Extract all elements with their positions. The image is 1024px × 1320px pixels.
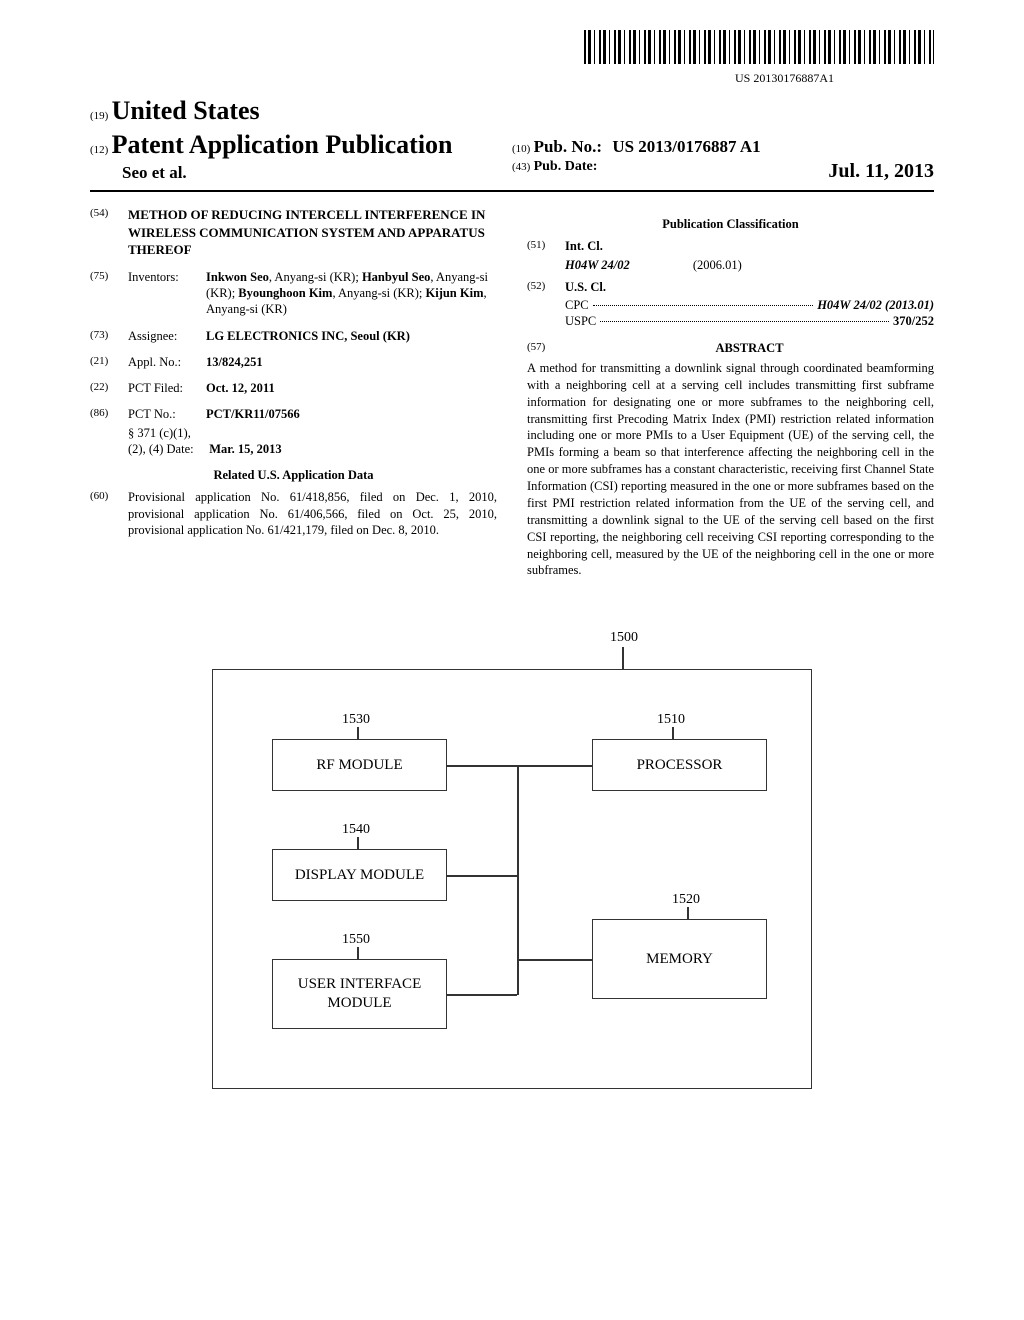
- pctno-num: (86): [90, 406, 128, 422]
- pub-no: US 2013/0176887 A1: [612, 137, 760, 156]
- provisional-num: (60): [90, 489, 128, 538]
- block-diagram: 1500 1530 RF MODULE 1540 DISPLAY MODULE …: [202, 629, 822, 1099]
- ref-1550: 1550: [342, 931, 370, 949]
- pctfiled-num: (22): [90, 380, 128, 396]
- provisional-text: Provisional application No. 61/418,856, …: [128, 489, 497, 538]
- ref-1520: 1520: [672, 891, 700, 909]
- inventors-num: (75): [90, 269, 128, 318]
- pub-type-line: (12) Patent Application Publication: [90, 128, 512, 162]
- abstract-num: (57): [527, 340, 565, 356]
- abstract-head-row: (57) ABSTRACT: [527, 340, 934, 356]
- block-display: DISPLAY MODULE: [272, 849, 447, 901]
- intcl-date: (2006.01): [693, 258, 742, 272]
- conn-rf: [447, 765, 517, 767]
- country-num: (19): [90, 110, 108, 122]
- conn-proc: [517, 765, 592, 767]
- left-column: (54) METHOD OF REDUCING INTERCELL INTERF…: [90, 206, 497, 579]
- assignee-row: (73) Assignee: LG ELECTRONICS INC, Seoul…: [90, 328, 497, 344]
- related-heading: Related U.S. Application Data: [90, 467, 497, 483]
- s371-date-label: (2), (4) Date:: [128, 442, 194, 456]
- block-rf: RF MODULE: [272, 739, 447, 791]
- ref-1540: 1540: [342, 821, 370, 839]
- block-ui: USER INTERFACE MODULE: [272, 959, 447, 1029]
- barcode-graphic: [584, 30, 934, 64]
- pctfiled-row: (22) PCT Filed: Oct. 12, 2011: [90, 380, 497, 396]
- s371-date: Mar. 15, 2013: [209, 442, 281, 456]
- assignee-label: Assignee:: [128, 328, 206, 344]
- inventors-val: Inkwon Seo, Anyang-si (KR); Hanbyul Seo,…: [206, 269, 497, 318]
- intcl-row: (51) Int. Cl.: [527, 238, 934, 254]
- uspc-label: USPC: [565, 313, 596, 329]
- block-processor: PROCESSOR: [592, 739, 767, 791]
- provisional-row: (60) Provisional application No. 61/418,…: [90, 489, 497, 538]
- s371-block: § 371 (c)(1), (2), (4) Date: Mar. 15, 20…: [90, 425, 497, 458]
- intcl-code-row: H04W 24/02 (2006.01): [527, 257, 934, 273]
- pub-type-num: (12): [90, 144, 108, 156]
- pub-no-label: Pub. No.:: [534, 137, 602, 156]
- uspc-row: USPC 370/252: [527, 313, 934, 329]
- block-memory: MEMORY: [592, 919, 767, 999]
- intcl-label: Int. Cl.: [565, 238, 603, 254]
- intcl-num: (51): [527, 238, 565, 254]
- pub-date-label: Pub. Date:: [534, 159, 598, 174]
- ref-1500: 1500: [610, 629, 638, 647]
- barcode-region: US 20130176887A1: [90, 30, 934, 86]
- ref-1530: 1530: [342, 711, 370, 729]
- cpc-label: CPC: [565, 297, 589, 313]
- applno-label: Appl. No.:: [128, 354, 206, 370]
- cpc-row: CPC H04W 24/02 (2013.01): [527, 297, 934, 313]
- applno-num: (21): [90, 354, 128, 370]
- conn-display: [447, 875, 517, 877]
- assignee-val: LG ELECTRONICS INC, Seoul (KR): [206, 328, 497, 344]
- pub-date: Jul. 11, 2013: [828, 158, 934, 184]
- country-line: (19) United States: [90, 94, 512, 128]
- pub-date-line: (43) Pub. Date: Jul. 11, 2013: [512, 158, 934, 184]
- abstract-label: ABSTRACT: [565, 340, 934, 356]
- title-num: (54): [90, 206, 128, 259]
- authors-line: Seo et al.: [90, 162, 512, 184]
- figure-region: 1500 1530 RF MODULE 1540 DISPLAY MODULE …: [90, 629, 934, 1099]
- pctno-label: PCT No.:: [128, 406, 206, 422]
- title-row: (54) METHOD OF REDUCING INTERCELL INTERF…: [90, 206, 497, 259]
- patent-title: METHOD OF REDUCING INTERCELL INTERFERENC…: [128, 206, 497, 259]
- ref-1510: 1510: [657, 711, 685, 729]
- barcode-text: US 20130176887A1: [90, 71, 934, 87]
- classification-heading: Publication Classification: [527, 216, 934, 232]
- pub-no-num: (10): [512, 143, 530, 155]
- bus-spine: [517, 765, 519, 995]
- body-columns: (54) METHOD OF REDUCING INTERCELL INTERF…: [90, 206, 934, 579]
- inventor-2: Hanbyul Seo: [362, 270, 430, 284]
- pctfiled-val: Oct. 12, 2011: [206, 380, 497, 396]
- inventors-row: (75) Inventors: Inkwon Seo, Anyang-si (K…: [90, 269, 497, 318]
- header-section: (19) United States (12) Patent Applicati…: [90, 94, 934, 192]
- pub-no-line: (10) Pub. No.: US 2013/0176887 A1: [512, 136, 934, 158]
- pub-type: Patent Application Publication: [112, 130, 453, 159]
- applno-val: 13/824,251: [206, 354, 497, 370]
- assignee-num: (73): [90, 328, 128, 344]
- abstract-text: A method for transmitting a downlink sig…: [527, 360, 934, 579]
- inventors-label: Inventors:: [128, 269, 206, 318]
- right-column: Publication Classification (51) Int. Cl.…: [527, 206, 934, 579]
- cpc-val: H04W 24/02 (2013.01): [817, 297, 934, 313]
- uspc-val: 370/252: [893, 313, 934, 329]
- intcl-code: H04W 24/02: [565, 258, 630, 272]
- inventor-3: Byounghoon Kim: [238, 286, 332, 300]
- inventor-4: Kijun Kim: [426, 286, 484, 300]
- uscl-num: (52): [527, 279, 565, 295]
- conn-ui: [447, 994, 517, 996]
- pub-date-num: (43): [512, 161, 530, 173]
- conn-mem: [517, 959, 592, 961]
- pctno-val: PCT/KR11/07566: [206, 406, 497, 422]
- uscl-row: (52) U.S. Cl.: [527, 279, 934, 295]
- pctfiled-label: PCT Filed:: [128, 380, 206, 396]
- s371-label: § 371 (c)(1),: [128, 425, 497, 441]
- country: United States: [112, 96, 260, 125]
- pctno-row: (86) PCT No.: PCT/KR11/07566: [90, 406, 497, 422]
- uscl-label: U.S. Cl.: [565, 279, 606, 295]
- applno-row: (21) Appl. No.: 13/824,251: [90, 354, 497, 370]
- inventor-1: Inkwon Seo: [206, 270, 269, 284]
